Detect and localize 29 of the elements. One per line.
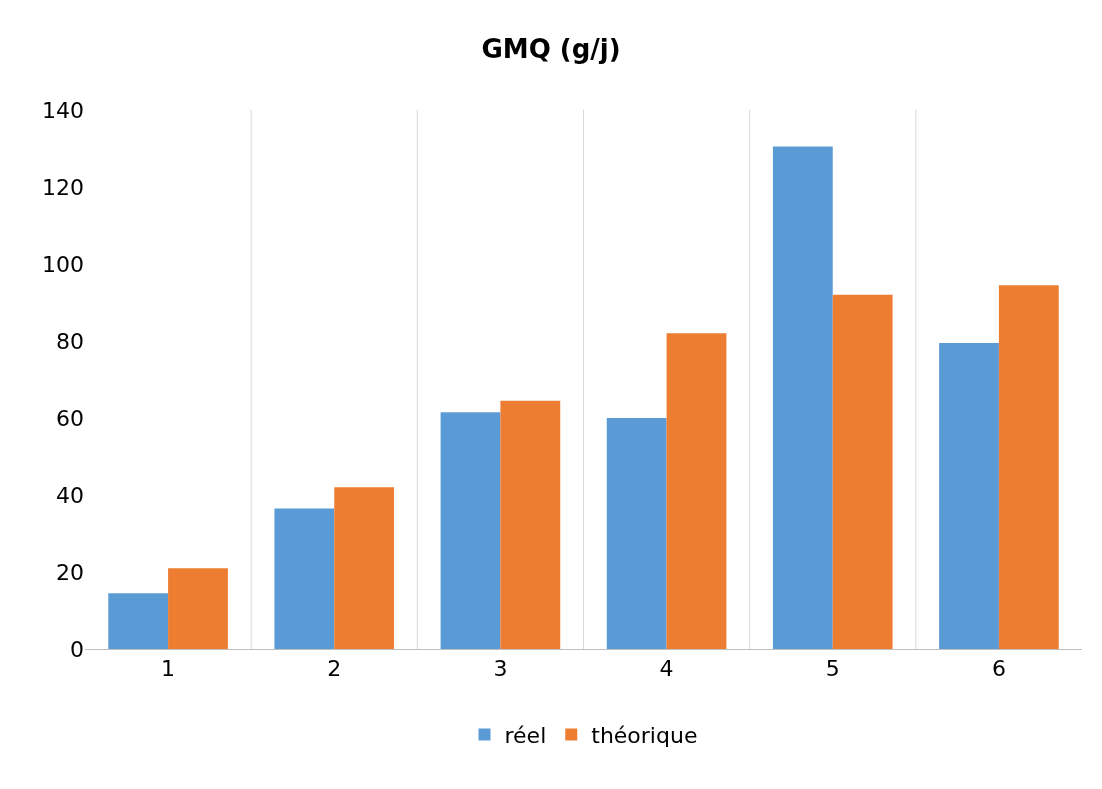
legend-label: théorique (591, 723, 698, 749)
bar (334, 487, 395, 649)
bar (168, 568, 228, 649)
y-tick-label: 40 (56, 482, 84, 508)
bar (108, 593, 169, 649)
x-tick-label: 5 (825, 656, 840, 682)
bar (500, 400, 561, 649)
bar (998, 285, 1059, 649)
x-tick-label: 4 (659, 656, 674, 682)
y-tick-label: 0 (70, 636, 84, 662)
y-tick-label: 100 (42, 251, 84, 277)
bar (832, 294, 893, 649)
bar (606, 418, 667, 649)
x-tick-label: 2 (327, 656, 342, 682)
y-tick-label: 140 (42, 97, 84, 123)
bar (666, 333, 727, 649)
bar (772, 146, 833, 649)
chart-title: GMQ (g/j) (481, 33, 621, 64)
legend-label: réel (504, 723, 547, 749)
y-tick-label: 20 (56, 559, 84, 585)
y-tick-label: 120 (42, 174, 84, 200)
bar (274, 508, 335, 649)
y-tick-label: 60 (56, 405, 84, 431)
x-tick-label: 3 (493, 656, 508, 682)
bar (939, 342, 999, 649)
y-tick-label: 80 (56, 328, 84, 354)
x-tick-label: 1 (161, 656, 176, 682)
bar (440, 412, 501, 649)
x-tick-label: 6 (991, 656, 1006, 682)
